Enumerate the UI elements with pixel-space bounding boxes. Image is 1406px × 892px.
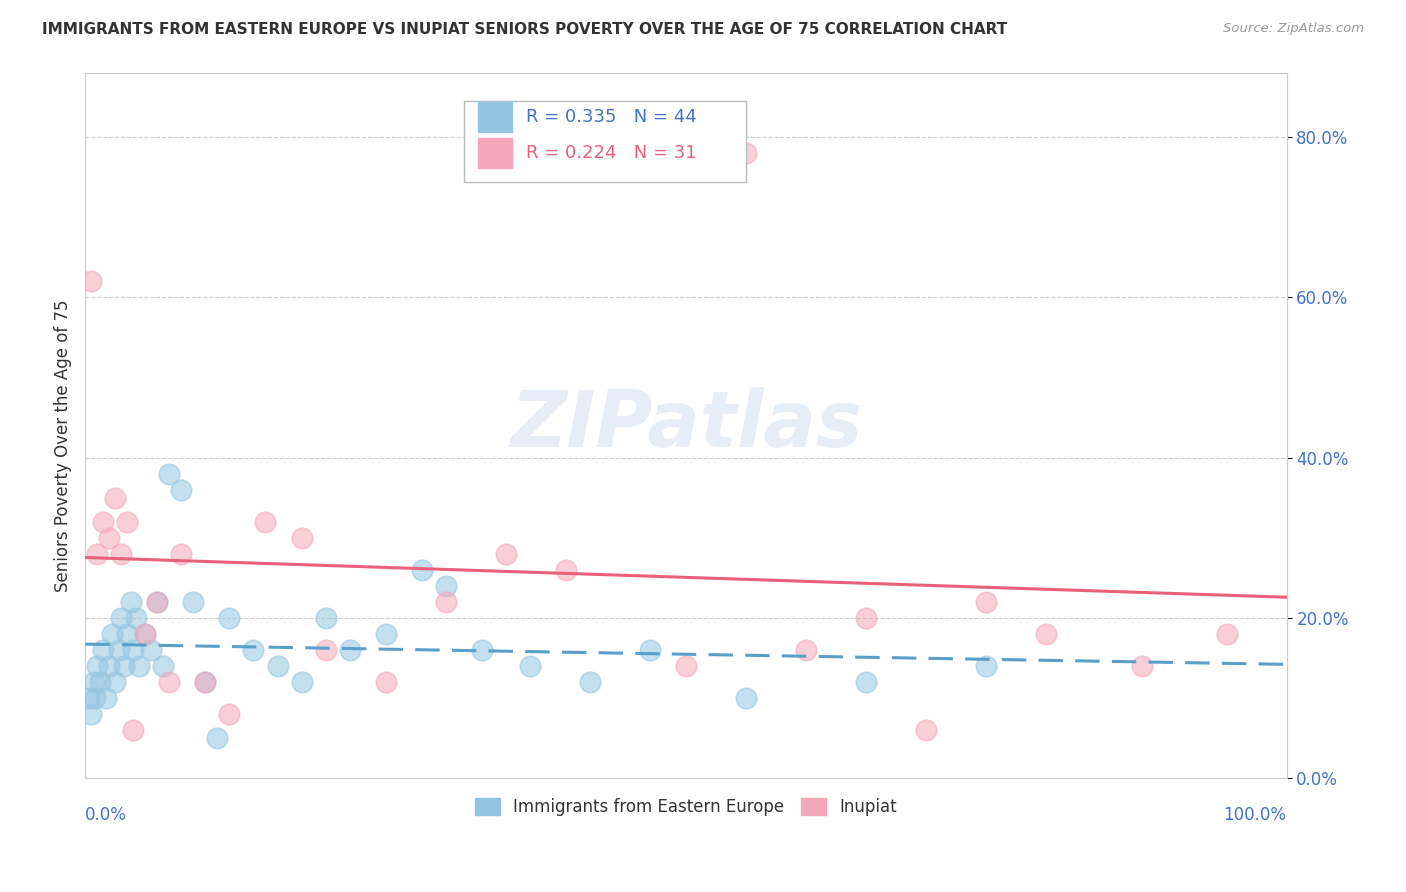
Text: 100.0%: 100.0% (1223, 806, 1286, 824)
FancyBboxPatch shape (464, 101, 747, 182)
Point (104, 674, 127, 689)
Point (614, 114, 637, 128)
Point (170, 483, 193, 497)
Point (84, 690, 107, 705)
Point (110, 547, 132, 561)
Point (117, 515, 139, 529)
Point (194, 674, 217, 689)
Point (855, 674, 877, 689)
Point (89, 674, 111, 689)
Point (1035, 627, 1057, 641)
Point (1215, 627, 1237, 641)
Text: Source: ZipAtlas.com: Source: ZipAtlas.com (1223, 22, 1364, 36)
Point (86, 547, 108, 561)
FancyBboxPatch shape (478, 138, 512, 168)
Point (290, 531, 312, 545)
Point (1132, 658, 1154, 673)
Point (120, 595, 142, 609)
Point (170, 547, 193, 561)
Point (83, 674, 105, 689)
Point (207, 731, 229, 745)
Point (146, 595, 169, 609)
Point (91, 515, 114, 529)
Point (91, 642, 114, 657)
Point (495, 547, 517, 561)
Point (98, 531, 121, 545)
Point (194, 674, 217, 689)
Point (315, 642, 337, 657)
Point (128, 658, 150, 673)
Point (794, 642, 817, 657)
Point (290, 674, 312, 689)
Point (675, 658, 697, 673)
Point (117, 627, 139, 641)
Point (152, 658, 174, 673)
Point (141, 642, 163, 657)
Point (519, 658, 541, 673)
Point (100, 627, 122, 641)
Point (125, 611, 148, 625)
Point (157, 674, 180, 689)
Point (554, 563, 576, 577)
Point (266, 658, 288, 673)
Point (434, 595, 457, 609)
Point (80, 274, 103, 288)
Point (915, 723, 938, 737)
Legend: Immigrants from Eastern Europe, Inupiat: Immigrants from Eastern Europe, Inupiat (468, 791, 904, 822)
Text: ZIPatlas: ZIPatlas (510, 387, 862, 464)
Point (242, 642, 264, 657)
Point (855, 611, 877, 625)
Point (122, 642, 145, 657)
Point (134, 627, 156, 641)
Text: IMMIGRANTS FROM EASTERN EUROPE VS INUPIAT SENIORS POVERTY OVER THE AGE OF 75 COR: IMMIGRANTS FROM EASTERN EUROPE VS INUPIA… (42, 22, 1008, 37)
Point (315, 611, 337, 625)
Text: R = 0.224   N = 31: R = 0.224 N = 31 (526, 144, 697, 161)
Point (434, 579, 457, 593)
Point (471, 642, 494, 657)
Point (254, 515, 277, 529)
Point (218, 611, 240, 625)
Point (374, 627, 396, 641)
Point (579, 674, 602, 689)
Point (86, 658, 108, 673)
Point (218, 706, 240, 721)
Point (98, 658, 121, 673)
Point (104, 491, 127, 505)
Point (134, 627, 156, 641)
Point (80, 706, 103, 721)
Point (146, 595, 169, 609)
Point (974, 658, 997, 673)
Point (110, 611, 132, 625)
Text: 0.0%: 0.0% (86, 806, 127, 824)
Point (374, 674, 396, 689)
Text: Seniors Poverty Over the Age of 75: Seniors Poverty Over the Age of 75 (55, 300, 72, 592)
Point (122, 723, 145, 737)
Point (108, 642, 131, 657)
Point (638, 642, 661, 657)
Point (735, 690, 758, 705)
Point (94, 690, 117, 705)
Text: R = 0.335   N = 44: R = 0.335 N = 44 (526, 108, 697, 126)
Point (735, 146, 758, 161)
FancyBboxPatch shape (478, 103, 512, 132)
Point (183, 595, 205, 609)
Point (77, 690, 100, 705)
Point (974, 595, 997, 609)
Point (411, 563, 433, 577)
Point (157, 467, 180, 481)
Point (112, 658, 135, 673)
Point (339, 642, 361, 657)
